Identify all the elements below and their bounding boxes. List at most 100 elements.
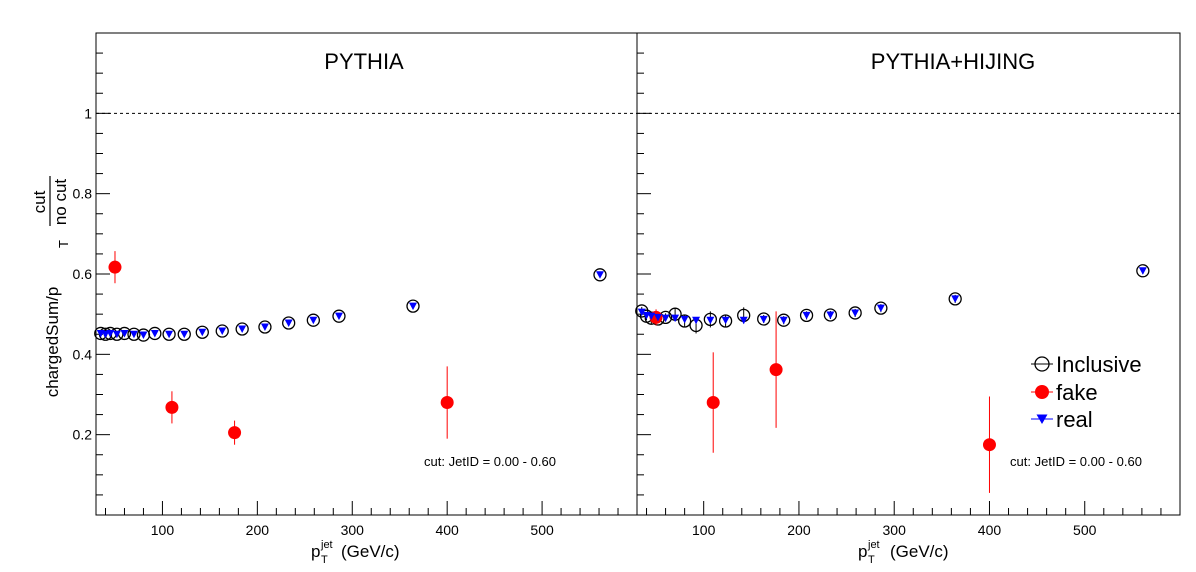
x-axis-label-unit: (GeV/c)	[341, 542, 400, 561]
data-point-inclusive	[306, 313, 320, 327]
data-point-inclusive	[799, 308, 814, 323]
legend-entry-fake: fake	[1031, 380, 1098, 405]
x-axis-label-main: p	[858, 542, 867, 561]
data-point-inclusive	[235, 322, 249, 336]
data-point-inclusive	[677, 314, 692, 328]
x-tick-label: 400	[435, 522, 459, 538]
data-point-fake	[440, 396, 454, 410]
cut-annotation-pythia-hijing: cut: JetID = 0.00 - 0.60	[1010, 454, 1142, 469]
x-axis-label-sub: T	[321, 554, 328, 566]
data-point-fake	[706, 396, 720, 410]
data-point-inclusive	[718, 314, 733, 328]
svg-text:(GeV/c): (GeV/c)	[890, 542, 949, 561]
data-point-fake	[228, 426, 242, 440]
legend-entry-real: real	[1031, 407, 1093, 432]
data-point-real	[661, 314, 670, 323]
data-point-real	[647, 312, 656, 321]
data-point-inclusive	[332, 309, 346, 323]
svg-text:(GeV/c): (GeV/c)	[341, 542, 400, 561]
data-point-real	[826, 311, 835, 319]
svg-text:chargedSum/p: chargedSum/p	[43, 287, 62, 398]
panel-title-pythia-hijing: PYTHIA+HIJING	[871, 49, 1035, 74]
x-tick-label: 500	[530, 522, 554, 538]
x-axis-label-sup: jet	[320, 539, 333, 551]
data-point-real	[951, 295, 960, 303]
data-point-real	[1138, 267, 1147, 275]
data-point-inclusive	[823, 308, 838, 322]
data-point-real	[120, 329, 129, 338]
data-point-fake	[982, 438, 996, 452]
y-axis-label-denominator: no cut	[51, 179, 70, 226]
data-point-real	[106, 329, 115, 338]
legend-entry-inclusive: Inclusive	[1031, 352, 1142, 377]
data-point-real	[139, 331, 148, 340]
data-point-real	[680, 315, 689, 324]
x-axis-label-pythia-hijing: p T jet (GeV/c)	[858, 539, 949, 566]
data-point-inclusive	[948, 292, 962, 306]
svg-text:T: T	[321, 554, 328, 566]
svg-text:no cut: no cut	[51, 179, 70, 226]
svg-text:jet: jet	[320, 539, 333, 551]
data-point-real	[876, 304, 885, 313]
y-tick-label: 0.8	[73, 186, 93, 202]
data-point-real	[309, 316, 318, 325]
x-axis-label-sub: T	[868, 554, 875, 566]
data-point-inclusive	[162, 327, 176, 341]
x-tick-label: 100	[151, 522, 175, 538]
x-axis-label-sup: jet	[867, 539, 880, 551]
x-tick-label: 500	[1073, 522, 1097, 538]
legend-label-fake: fake	[1056, 380, 1098, 405]
data-point-real	[112, 330, 121, 339]
x-axis-label-unit: (GeV/c)	[890, 542, 949, 561]
y-axis-label-sub: T	[56, 240, 71, 248]
data-point-real	[334, 312, 343, 321]
panel-pythia-hijing: 100 200 300 400 500	[635, 32, 1181, 538]
svg-text:p: p	[311, 542, 320, 561]
x-axis-label-pythia: p T jet (GeV/c)	[311, 539, 400, 566]
data-point-real	[150, 329, 159, 338]
data-point-real	[802, 311, 811, 320]
x-tick-label: 200	[246, 522, 270, 538]
data-point-fake	[769, 363, 783, 377]
data-point-inclusive	[177, 327, 191, 341]
data-point-inclusive	[258, 320, 272, 334]
y-tick-label: 0.6	[73, 266, 93, 282]
data-point-inclusive	[1136, 264, 1150, 278]
data-point-real	[238, 325, 247, 334]
x-tick-label: 200	[787, 522, 811, 538]
x-tick-label: 100	[692, 522, 716, 538]
y-tick-label: 0.2	[73, 427, 93, 443]
data-point-real	[595, 271, 604, 279]
data-point-real	[653, 313, 662, 322]
data-point-real	[218, 327, 227, 336]
data-point-real	[706, 316, 715, 325]
x-tick-label: 300	[341, 522, 365, 538]
data-point-real	[851, 309, 860, 317]
data-point-real	[637, 308, 646, 317]
data-point-real	[129, 330, 138, 339]
data-point-real	[409, 302, 418, 311]
data-point-real	[721, 316, 730, 325]
legend-label-real: real	[1056, 407, 1093, 432]
legend-marker-fake	[1035, 385, 1049, 399]
data-point-inclusive	[874, 301, 888, 315]
legend-label-inclusive: Inclusive	[1056, 352, 1142, 377]
y-tick-label: 1	[84, 105, 92, 121]
data-point-real	[739, 316, 748, 325]
data-point-inclusive	[703, 312, 718, 327]
data-point-real	[180, 330, 189, 339]
cut-annotation-pythia: cut: JetID = 0.00 - 0.60	[424, 454, 556, 469]
x-tick-label: 400	[978, 522, 1002, 538]
data-point-inclusive	[848, 306, 862, 320]
y-axis-label: chargedSum/p T cut no cut	[30, 176, 71, 397]
data-point-real	[671, 314, 680, 323]
data-point-inclusive	[757, 312, 771, 326]
data-point-real	[692, 316, 701, 325]
legend: Inclusive fake real	[1031, 352, 1142, 432]
data-point-real	[759, 315, 768, 324]
data-point-real	[284, 319, 293, 328]
svg-text:T: T	[56, 240, 71, 248]
svg-text:p: p	[858, 542, 867, 561]
